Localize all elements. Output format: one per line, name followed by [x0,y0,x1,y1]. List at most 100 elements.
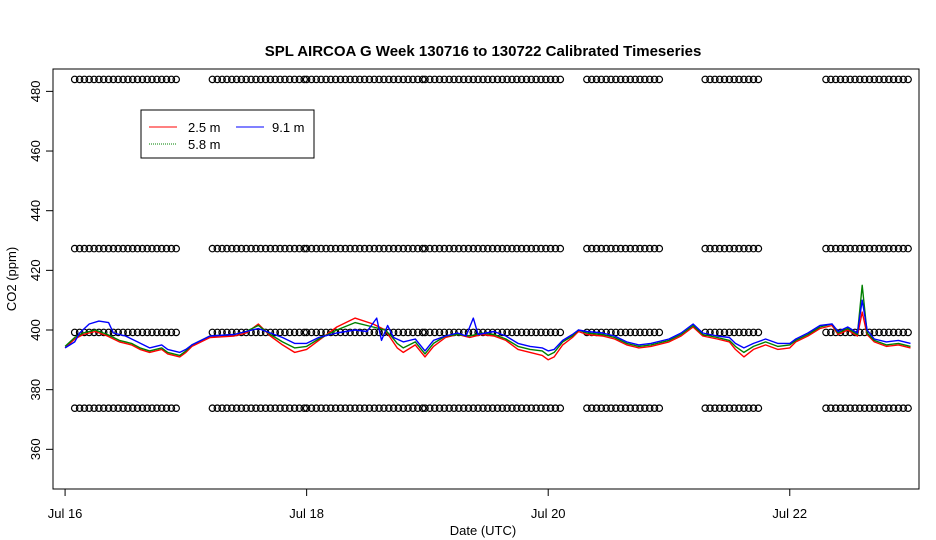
calibration-point [157,328,166,337]
calibration-point [336,404,345,413]
calibration-point [300,328,309,337]
calibration-point [300,75,309,84]
calibration-point [626,328,635,337]
calibration-point [730,244,739,253]
calibration-point [744,75,753,84]
y-tick-label: 440 [28,200,43,222]
calibration-point [655,328,664,337]
calibration-point [85,75,94,84]
calibration-point [645,75,654,84]
calibration-point [138,75,147,84]
calibration-point [247,75,255,84]
calibration-point [744,328,753,337]
legend-label-9-1m: 9.1 m [272,120,305,135]
calibration-point [252,75,260,84]
calibration-point [503,75,511,84]
calibration-point [404,244,412,253]
calibration-point [266,404,275,413]
calibration-point [435,328,444,337]
calibration-point [841,75,850,84]
calibration-point [851,244,859,253]
calibration-point [831,404,840,413]
calibration-point [541,244,550,253]
y-tick-label: 380 [28,379,43,401]
calibration-point [394,75,403,84]
calibration-point [532,75,540,84]
calibration-point [148,244,156,253]
calibration-point [532,244,540,253]
calibration-point [503,328,511,337]
calibration-point [537,244,545,253]
calibration-point [256,404,265,413]
calibration-point [295,328,304,337]
calibration-point [90,75,98,84]
calibration-point [104,404,113,413]
calibration-point [70,75,79,84]
calibration-point [611,404,620,413]
calibration-point [616,244,625,253]
calibration-point [326,244,335,253]
calibration-point [904,328,912,337]
calibration-point [607,244,615,253]
calibration-point [508,404,516,413]
calibration-point [650,75,659,84]
calibration-point [597,75,606,84]
calibration-point [527,244,536,253]
calibration-point [413,404,422,413]
calibration-point [300,404,309,413]
calibration-point [276,404,284,413]
calibration-point [290,328,299,337]
calibration-point [740,244,748,253]
calibration-point [346,244,354,253]
calibration-point [360,328,369,337]
calibration-point [855,244,864,253]
calibration-point [631,75,640,84]
calibration-point [157,404,166,413]
calibration-point [875,404,883,413]
calibration-point [218,244,226,253]
calibration-point [133,75,142,84]
calibration-point [355,244,364,253]
calibration-point [162,404,171,413]
calibration-point [749,328,758,337]
calibration-point [655,75,664,84]
calibration-point [445,75,454,84]
calibration-point [522,244,531,253]
calibration-point [370,404,379,413]
calibration-point [730,75,739,84]
calibration-point [860,75,869,84]
calibration-point [517,328,526,337]
calibration-point [735,244,743,253]
calibration-point [138,404,147,413]
calibration-point [655,244,664,253]
calibration-point [85,244,94,253]
calibration-point [133,328,142,337]
calibration-point [880,244,888,253]
calibration-point [435,75,444,84]
calibration-point [512,328,521,337]
calibration-point [404,404,412,413]
calibration-point [271,75,280,84]
calibration-point [312,244,321,253]
calibration-point [607,75,615,84]
calibration-point [899,244,908,253]
calibration-point [95,75,103,84]
calibration-point [213,404,222,413]
calibration-point [483,244,492,253]
calibration-point [754,404,763,413]
calibration-point [720,244,729,253]
calibration-point [167,244,176,253]
calibration-point [95,404,103,413]
calibration-point [162,244,171,253]
calibration-point [735,328,743,337]
calibration-point [602,404,611,413]
calibration-point [522,328,531,337]
calibration-point [312,328,321,337]
calibration-point [312,404,321,413]
calibration-point [701,244,710,253]
calibration-point [153,404,161,413]
calibration-point [498,404,507,413]
calibration-point [128,328,137,337]
calibration-point [223,75,231,84]
calibration-point [527,75,536,84]
